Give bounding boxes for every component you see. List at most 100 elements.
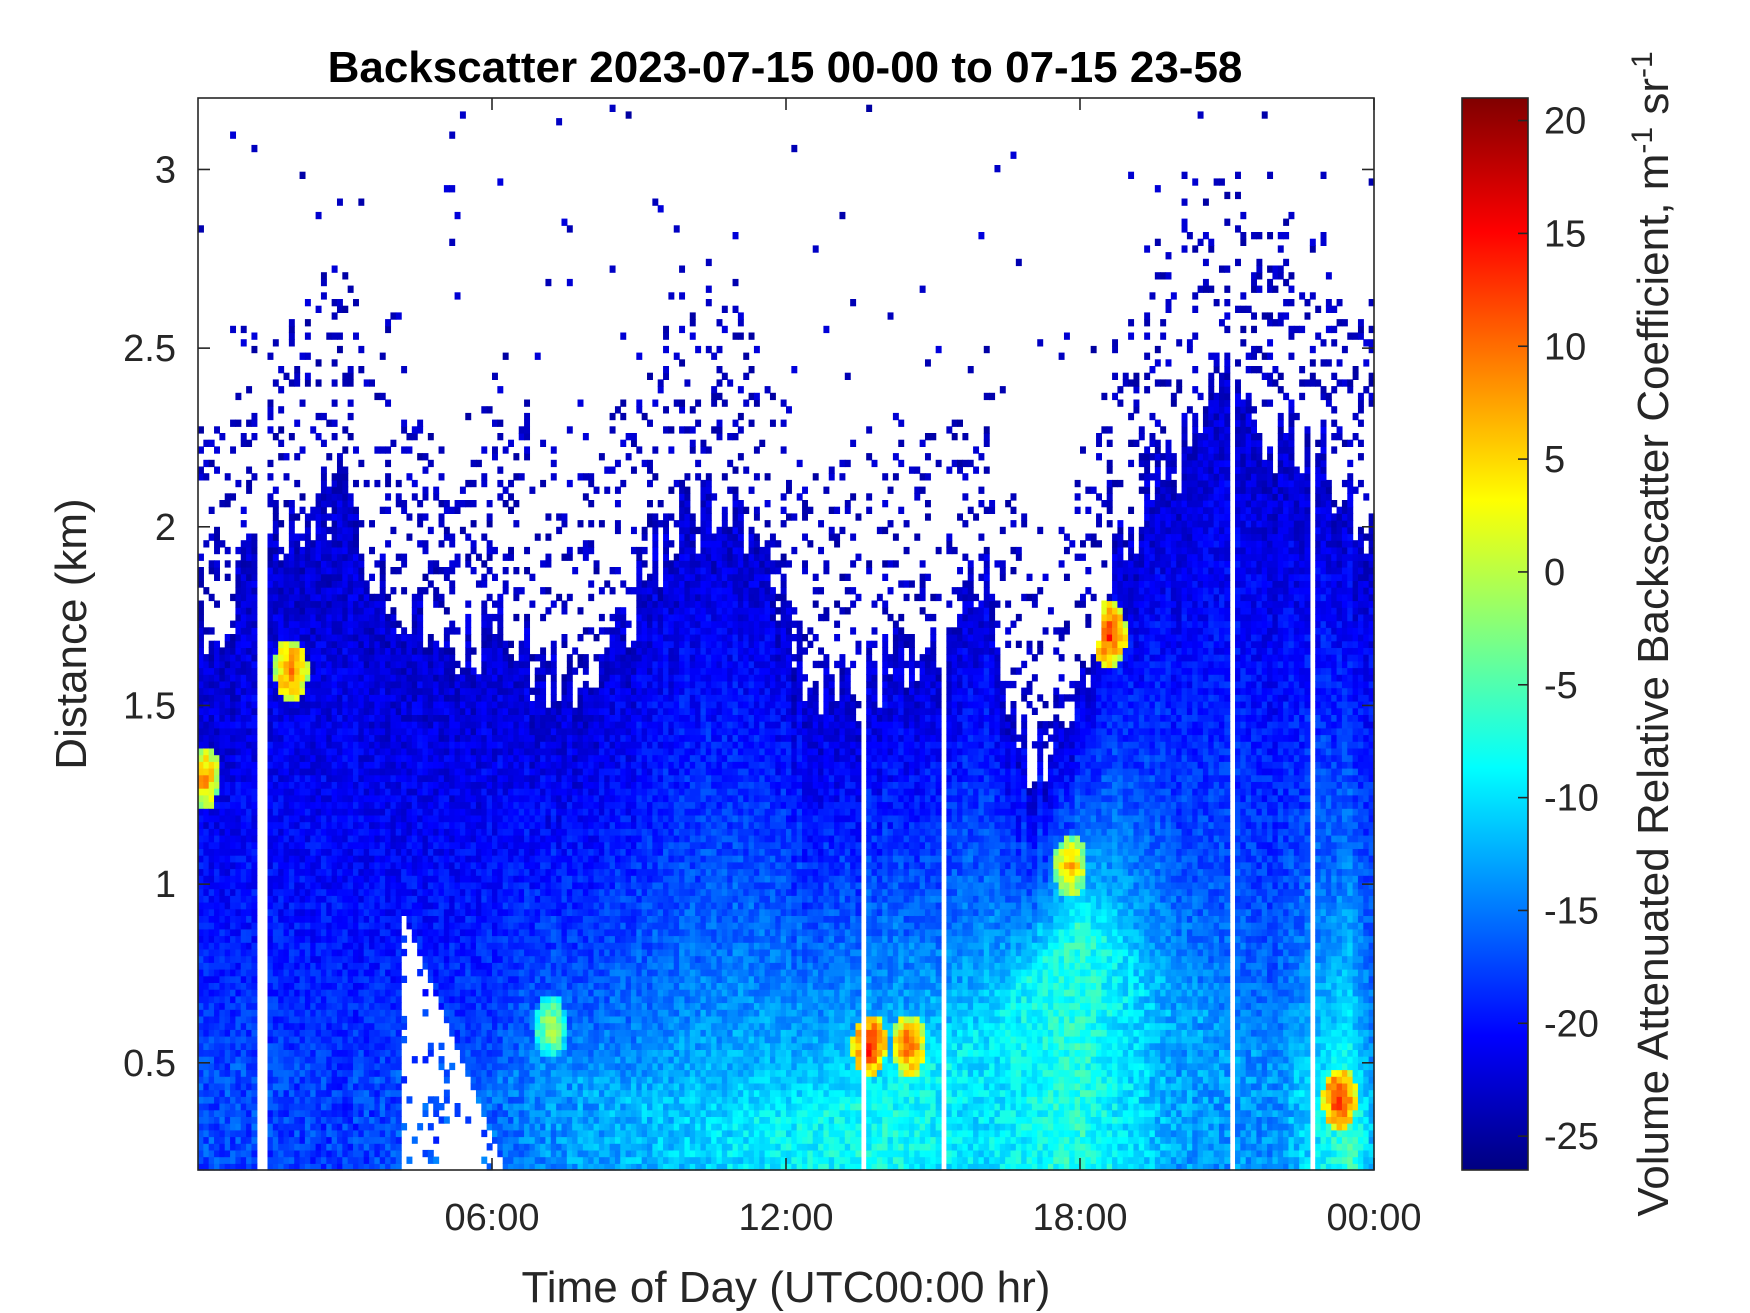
- heatmap-cell: [385, 862, 391, 869]
- heatmap-cell: [476, 802, 482, 809]
- heatmap-cell: [433, 982, 439, 989]
- heatmap-cell: [455, 735, 461, 742]
- heatmap-cell: [369, 735, 375, 742]
- heatmap-cell: [471, 748, 477, 755]
- heatmap-cell: [460, 761, 466, 768]
- heatmap-cell: [364, 1110, 370, 1117]
- heatmap-cell: [332, 634, 338, 641]
- heatmap-cell: [449, 929, 455, 936]
- heatmap-cell: [310, 788, 316, 795]
- heatmap-cell: [342, 547, 348, 554]
- heatmap-cell: [390, 621, 396, 628]
- heatmap-cell: [460, 862, 466, 869]
- heatmap-cell: [460, 1009, 466, 1016]
- heatmap-cell: [412, 922, 418, 929]
- heatmap-cell: [198, 1076, 204, 1083]
- heatmap-cell: [380, 755, 386, 762]
- heatmap-cell: [348, 366, 354, 373]
- heatmap-cell: [455, 694, 461, 701]
- heatmap-cell: [433, 962, 439, 969]
- heatmap-cell: [481, 902, 487, 909]
- heatmap-cell: [417, 855, 423, 862]
- heatmap-cell: [508, 1070, 514, 1077]
- heatmap-cell: [348, 400, 354, 407]
- heatmap-cell: [305, 353, 311, 360]
- heatmap-cell: [358, 580, 364, 587]
- heatmap-cell: [273, 507, 279, 514]
- heatmap-cell: [449, 1029, 455, 1036]
- heatmap-cell: [385, 942, 391, 949]
- heatmap-cell: [203, 956, 209, 963]
- heatmap-cell: [321, 480, 327, 487]
- heatmap-cell: [289, 621, 295, 628]
- heatmap-cell: [380, 647, 386, 654]
- heatmap-cell: [321, 500, 327, 507]
- heatmap-cell: [219, 647, 225, 654]
- heatmap-cell: [342, 701, 348, 708]
- heatmap-cell: [337, 527, 343, 534]
- heatmap-cell: [278, 681, 284, 688]
- heatmap-cell: [358, 714, 364, 721]
- heatmap-cell: [305, 319, 311, 326]
- heatmap-cell: [246, 982, 252, 989]
- heatmap-cell: [326, 694, 332, 701]
- heatmap-cell: [476, 1070, 482, 1077]
- heatmap-cell: [294, 1029, 300, 1036]
- heatmap-cell: [300, 982, 306, 989]
- heatmap-cell: [348, 373, 354, 380]
- heatmap-cell: [198, 654, 204, 661]
- heatmap-cell: [364, 480, 370, 487]
- heatmap-cell: [417, 607, 423, 614]
- heatmap-cell: [385, 714, 391, 721]
- heatmap-cell: [289, 848, 295, 855]
- heatmap-cell: [385, 869, 391, 876]
- heatmap-cell: [497, 688, 503, 695]
- heatmap-cell: [321, 694, 327, 701]
- heatmap-cell: [374, 1016, 380, 1023]
- heatmap-cell: [487, 989, 493, 996]
- heatmap-cell: [465, 701, 471, 708]
- heatmap-cell: [342, 895, 348, 902]
- heatmap-cell: [305, 902, 311, 909]
- heatmap-cell: [497, 1116, 503, 1123]
- heatmap-cell: [337, 728, 343, 735]
- heatmap-cell: [241, 567, 247, 574]
- heatmap-cell: [316, 540, 322, 547]
- heatmap-cell: [423, 487, 429, 494]
- heatmap-cell: [251, 855, 257, 862]
- heatmap-cell: [230, 668, 236, 675]
- heatmap-cell: [305, 808, 311, 815]
- heatmap-cell: [321, 654, 327, 661]
- heatmap-cell: [267, 969, 273, 976]
- heatmap-cell: [209, 1023, 215, 1030]
- heatmap-cell: [225, 728, 231, 735]
- heatmap-cell: [321, 848, 327, 855]
- heatmap-cell: [380, 614, 386, 621]
- heatmap-cell: [503, 647, 509, 654]
- heatmap-cell: [214, 996, 220, 1003]
- heatmap-cell: [332, 1036, 338, 1043]
- heatmap-cell: [497, 976, 503, 983]
- heatmap-cell: [503, 949, 509, 956]
- heatmap-cell: [289, 1070, 295, 1077]
- heatmap-cell: [337, 815, 343, 822]
- heatmap-cell: [396, 554, 402, 561]
- heatmap-cell: [449, 795, 455, 802]
- heatmap-cell: [203, 701, 209, 708]
- heatmap-cell: [246, 721, 252, 728]
- heatmap-cell: [326, 674, 332, 681]
- heatmap-cell: [412, 936, 418, 943]
- heatmap-cell: [353, 534, 359, 541]
- heatmap-cell: [332, 681, 338, 688]
- heatmap-cell: [332, 574, 338, 581]
- heatmap-cell: [455, 915, 461, 922]
- heatmap-cell: [300, 400, 306, 407]
- heatmap-cell: [417, 741, 423, 748]
- heatmap-cell: [198, 601, 204, 608]
- heatmap-cell: [225, 915, 231, 922]
- heatmap-cell: [428, 862, 434, 869]
- heatmap-cell: [273, 808, 279, 815]
- heatmap-cell: [471, 962, 477, 969]
- heatmap-cell: [439, 902, 445, 909]
- heatmap-cell: [406, 473, 412, 480]
